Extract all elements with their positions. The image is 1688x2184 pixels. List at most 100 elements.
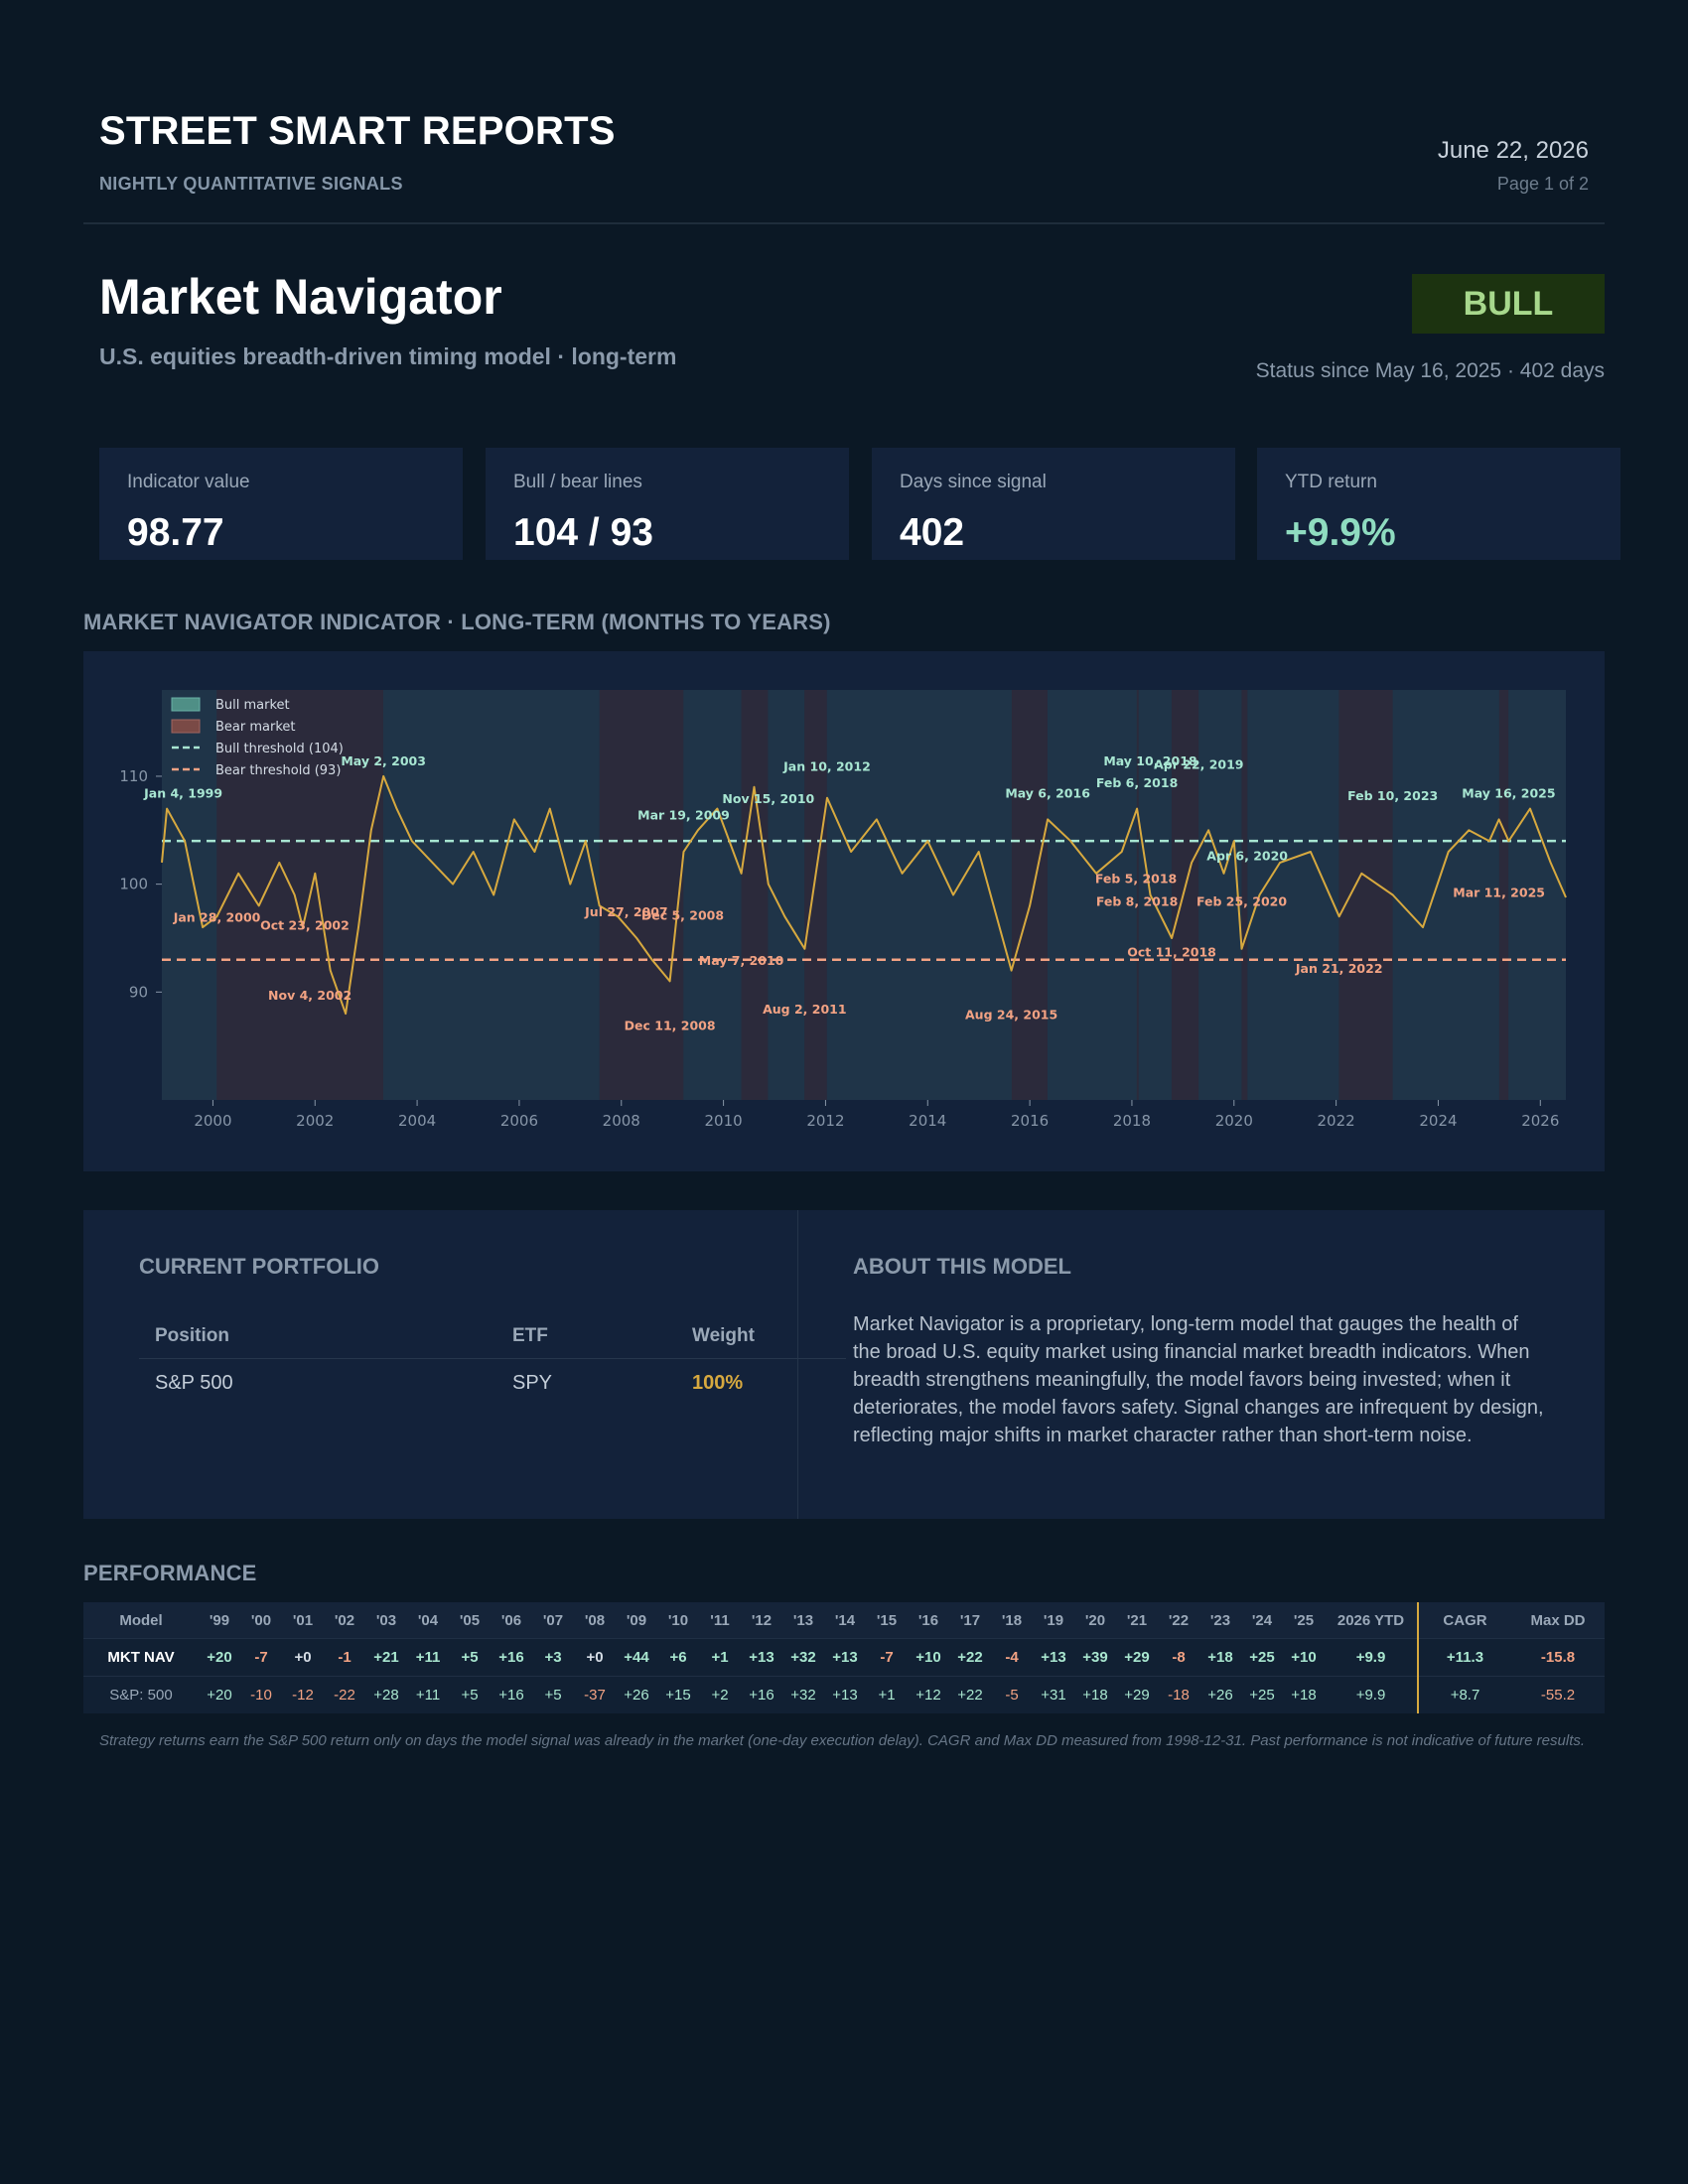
- x-tick-label: 2012: [806, 1112, 844, 1130]
- return-cell: +18: [1199, 1638, 1241, 1677]
- bear-period: [741, 690, 769, 1100]
- legend-label: Bull market: [215, 698, 290, 713]
- bull-signal-label: Nov 15, 2010: [722, 791, 814, 806]
- bear-signal-label: May 7, 2010: [699, 953, 784, 968]
- panel-divider: [797, 1210, 798, 1519]
- column-header: '07: [532, 1602, 574, 1639]
- return-cell: +20: [199, 1676, 240, 1713]
- legend-label: Bear threshold (93): [215, 763, 341, 778]
- brand-subtitle: NIGHTLY QUANTITATIVE SIGNALS: [99, 174, 403, 194]
- performance-footnote: Strategy returns earn the S&P 500 return…: [99, 1732, 1586, 1749]
- bear-period: [599, 690, 684, 1100]
- return-cell: +1: [866, 1676, 908, 1713]
- return-cell: +11: [407, 1638, 449, 1677]
- return-cell: +32: [782, 1676, 824, 1713]
- column-header: '15: [866, 1602, 908, 1639]
- bear-signal-label: Aug 2, 2011: [763, 1002, 846, 1017]
- bear-signal-label: Jan 28, 2000: [173, 910, 261, 925]
- return-cell: +22: [949, 1676, 991, 1713]
- return-cell: +18: [1283, 1676, 1325, 1713]
- portfolio-header-weight: Weight: [692, 1325, 755, 1346]
- legend-label: Bull threshold (104): [215, 742, 344, 756]
- return-cell: -8: [1158, 1638, 1199, 1677]
- return-cell: +15: [657, 1676, 699, 1713]
- x-tick-label: 2004: [398, 1112, 436, 1130]
- return-cell: +0: [574, 1638, 616, 1677]
- x-tick-label: 2022: [1318, 1112, 1355, 1130]
- kpi-value: +9.9%: [1285, 511, 1396, 554]
- bear-signal-label: Nov 4, 2002: [268, 988, 352, 1003]
- bear-signal-label: Feb 25, 2020: [1196, 893, 1287, 908]
- y-tick-label: 110: [119, 767, 148, 785]
- portfolio-header-position: Position: [155, 1325, 229, 1346]
- kpi-label: Bull / bear lines: [513, 472, 642, 492]
- return-cell: -37: [574, 1676, 616, 1713]
- return-cell: +9.9: [1325, 1638, 1418, 1677]
- bull-signal-label: Apr 6, 2020: [1206, 849, 1288, 864]
- return-cell: -7: [866, 1638, 908, 1677]
- column-header: Max DD: [1511, 1602, 1605, 1639]
- performance-table: Model '99'00'01'02'03'04'05'06'07'08'09'1…: [83, 1602, 1605, 1713]
- bull-signal-label: May 16, 2025: [1462, 786, 1555, 801]
- column-header: Model: [83, 1602, 199, 1639]
- column-header: '13: [782, 1602, 824, 1639]
- return-cell: +16: [741, 1676, 782, 1713]
- bear-period: [1171, 690, 1199, 1100]
- bull-signal-label: Feb 6, 2018: [1096, 775, 1178, 790]
- x-tick-label: 2024: [1419, 1112, 1457, 1130]
- bear-signal-label: Feb 5, 2018: [1095, 872, 1177, 887]
- return-cell: +26: [616, 1676, 657, 1713]
- return-cell: +13: [741, 1638, 782, 1677]
- model-subtitle: U.S. equities breadth-driven timing mode…: [99, 343, 677, 369]
- portfolio-title: CURRENT PORTFOLIO: [139, 1254, 379, 1279]
- return-cell: +10: [1283, 1638, 1325, 1677]
- return-cell: +25: [1241, 1638, 1283, 1677]
- kpi-card-bull-bear-lines: Bull / bear lines 104 / 93: [486, 448, 849, 560]
- bear-period: [1338, 690, 1393, 1100]
- kpi-value: 104 / 93: [513, 511, 653, 554]
- kpi-card-days-since-signal: Days since signal 402: [872, 448, 1235, 560]
- x-tick-label: 2006: [500, 1112, 538, 1130]
- column-header: '02: [324, 1602, 365, 1639]
- about-title: ABOUT THIS MODEL: [853, 1254, 1071, 1279]
- return-cell: +13: [824, 1638, 866, 1677]
- bull-signal-label: Mar 19, 2009: [637, 807, 730, 822]
- return-cell: +20: [199, 1638, 240, 1677]
- column-header: '23: [1199, 1602, 1241, 1639]
- column-header: '01: [282, 1602, 324, 1639]
- column-header: '18: [991, 1602, 1033, 1639]
- x-tick-label: 2008: [603, 1112, 640, 1130]
- status-since: Status since May 16, 2025 · 402 days: [1255, 359, 1605, 382]
- x-tick-label: 2014: [909, 1112, 946, 1130]
- model-name-cell: MKT NAV: [83, 1638, 199, 1677]
- bear-period: [1011, 690, 1048, 1100]
- info-panel: [83, 1210, 1605, 1519]
- return-cell: -5: [991, 1676, 1033, 1713]
- bull-signal-label: Jan 4, 1999: [143, 786, 222, 801]
- portfolio-header-etf: ETF: [512, 1325, 548, 1346]
- return-cell: +29: [1116, 1676, 1158, 1713]
- return-cell: +11: [407, 1676, 449, 1713]
- column-header: '08: [574, 1602, 616, 1639]
- bull-signal-label: May 6, 2016: [1005, 786, 1090, 801]
- return-cell: -22: [324, 1676, 365, 1713]
- bull-signal-label: May 2, 2003: [341, 753, 426, 768]
- column-header: '06: [491, 1602, 532, 1639]
- return-cell: +22: [949, 1638, 991, 1677]
- portfolio-etf: SPY: [512, 1372, 553, 1394]
- column-header: '03: [365, 1602, 407, 1639]
- return-cell: +26: [1199, 1676, 1241, 1713]
- return-cell: +3: [532, 1638, 574, 1677]
- kpi-label: Indicator value: [127, 472, 250, 492]
- return-cell: +21: [365, 1638, 407, 1677]
- column-header: '19: [1033, 1602, 1074, 1639]
- column-header: '99: [199, 1602, 240, 1639]
- return-cell: -12: [282, 1676, 324, 1713]
- x-tick-label: 2026: [1521, 1112, 1559, 1130]
- return-cell: -7: [240, 1638, 282, 1677]
- return-cell: +13: [824, 1676, 866, 1713]
- column-header: '09: [616, 1602, 657, 1639]
- column-header: '11: [699, 1602, 741, 1639]
- column-header: '05: [449, 1602, 491, 1639]
- column-header: '21: [1116, 1602, 1158, 1639]
